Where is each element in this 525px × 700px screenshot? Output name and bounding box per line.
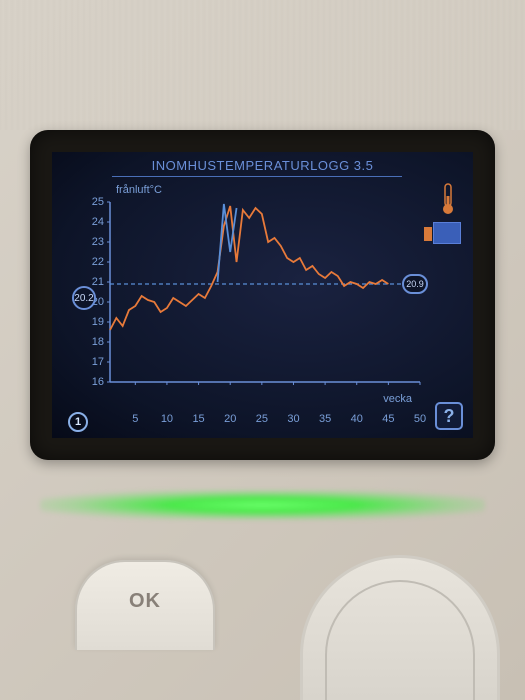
status-led <box>40 490 485 520</box>
page-title: INOMHUSTEMPERATURLOGG 3.5 <box>152 158 374 173</box>
start-value-badge: 20.2 <box>72 286 96 310</box>
sensor-icon <box>433 222 461 244</box>
x-tick: 25 <box>256 413 268 425</box>
y-tick: 21 <box>92 276 104 288</box>
y-tick: 24 <box>92 216 104 228</box>
y-tick: 19 <box>92 316 104 328</box>
x-tick: 10 <box>161 413 173 425</box>
x-tick: 30 <box>287 413 299 425</box>
lcd-screen: INOMHUSTEMPERATURLOGG 3.5 frånluft°C vec… <box>52 152 473 438</box>
title-underline <box>112 176 402 177</box>
x-tick: 5 <box>132 413 138 425</box>
rotary-dial[interactable] <box>300 555 500 700</box>
temperature-chart: frånluft°C vecka 16171819202122232425 51… <box>82 182 422 407</box>
x-tick: 35 <box>319 413 331 425</box>
lcd-frame: INOMHUSTEMPERATURLOGG 3.5 frånluft°C vec… <box>30 130 495 460</box>
x-tick: 20 <box>224 413 236 425</box>
x-tick: 45 <box>382 413 394 425</box>
y-tick: 18 <box>92 336 104 348</box>
y-tick: 17 <box>92 356 104 368</box>
ok-button[interactable]: OK <box>75 560 215 650</box>
y-tick: 22 <box>92 256 104 268</box>
help-button[interactable]: ? <box>435 402 463 430</box>
thermometer-icon <box>441 182 455 221</box>
y-tick: 25 <box>92 196 104 208</box>
device-bezel-texture <box>0 0 525 130</box>
x-tick: 40 <box>351 413 363 425</box>
current-week-indicator: 1 <box>68 412 88 432</box>
y-tick: 23 <box>92 236 104 248</box>
y-tick: 16 <box>92 376 104 388</box>
end-value-badge: 20.9 <box>402 274 428 294</box>
chart-svg <box>82 182 422 407</box>
x-tick: 50 <box>414 413 426 425</box>
x-tick: 15 <box>192 413 204 425</box>
